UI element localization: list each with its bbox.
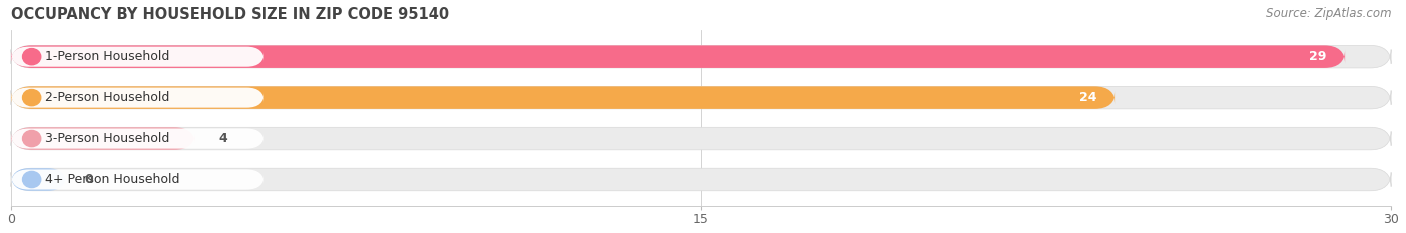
Text: 0: 0 — [84, 173, 93, 186]
Text: 4+ Person Household: 4+ Person Household — [45, 173, 180, 186]
FancyBboxPatch shape — [11, 129, 264, 149]
Circle shape — [22, 89, 41, 106]
Text: 1-Person Household: 1-Person Household — [45, 50, 170, 63]
Text: OCCUPANCY BY HOUSEHOLD SIZE IN ZIP CODE 95140: OCCUPANCY BY HOUSEHOLD SIZE IN ZIP CODE … — [11, 7, 449, 22]
FancyBboxPatch shape — [11, 127, 195, 150]
FancyBboxPatch shape — [11, 86, 1115, 109]
Text: 4: 4 — [218, 132, 226, 145]
Text: Source: ZipAtlas.com: Source: ZipAtlas.com — [1267, 7, 1392, 20]
FancyBboxPatch shape — [11, 88, 264, 108]
Circle shape — [22, 171, 41, 188]
Text: 3-Person Household: 3-Person Household — [45, 132, 170, 145]
FancyBboxPatch shape — [11, 168, 66, 191]
FancyBboxPatch shape — [11, 45, 1391, 68]
Text: 2-Person Household: 2-Person Household — [45, 91, 170, 104]
FancyBboxPatch shape — [11, 168, 1391, 191]
Circle shape — [22, 130, 41, 147]
Circle shape — [22, 48, 41, 65]
Text: 24: 24 — [1080, 91, 1097, 104]
FancyBboxPatch shape — [11, 169, 264, 189]
FancyBboxPatch shape — [11, 47, 264, 67]
FancyBboxPatch shape — [11, 86, 1391, 109]
FancyBboxPatch shape — [11, 45, 1346, 68]
Text: 29: 29 — [1309, 50, 1327, 63]
FancyBboxPatch shape — [11, 127, 1391, 150]
